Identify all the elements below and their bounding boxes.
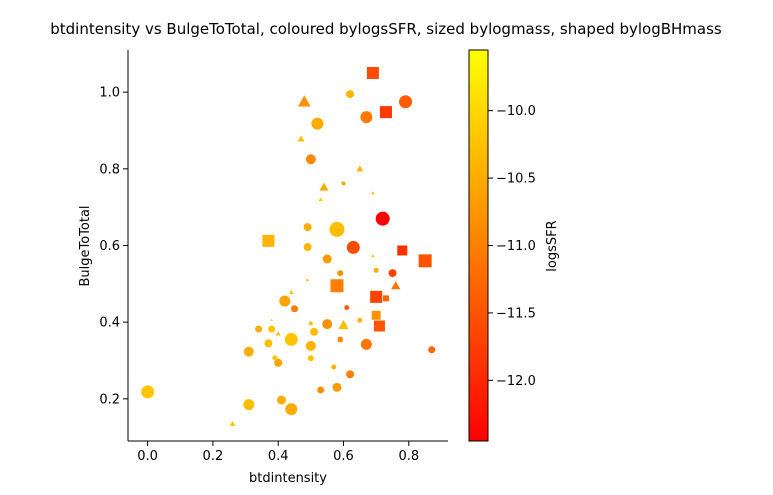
data-point-square	[373, 320, 385, 332]
data-point-triangle	[356, 165, 364, 172]
data-point-circle	[322, 254, 332, 264]
y-tick-label: 0.6	[99, 239, 120, 254]
data-point-circle	[303, 223, 312, 232]
colorbar-tick-label: −11.0	[496, 239, 536, 254]
data-point-triangle	[371, 254, 375, 258]
y-axis-label: BulgeToTotal	[78, 205, 93, 286]
data-point-circle	[317, 386, 325, 394]
data-point-square	[379, 106, 392, 119]
x-tick-label: 0.8	[398, 449, 419, 464]
x-tick-label: 0.2	[203, 449, 224, 464]
data-point-circle	[279, 295, 291, 307]
data-point-square	[337, 336, 343, 342]
colorbar-ticks: −10.0 −10.5 −11.0 −11.5 −12.0	[488, 104, 536, 389]
x-ticks: 0.0 0.2 0.4 0.6 0.8	[137, 441, 419, 464]
data-point-circle	[360, 338, 372, 350]
y-tick-label: 1.0	[99, 86, 120, 101]
data-point-circle	[346, 90, 355, 99]
data-point-circle	[307, 355, 314, 362]
colorbar: −10.0 −10.5 −11.0 −11.5 −12.0 logsSFR	[468, 49, 560, 442]
data-point-circle	[255, 325, 263, 333]
data-point-circle	[141, 385, 155, 399]
data-point-circle	[311, 117, 324, 130]
data-point-triangle	[319, 182, 329, 191]
data-point-circle	[399, 95, 413, 109]
data-point-circle	[305, 154, 316, 165]
y-tick-label: 0.8	[99, 162, 120, 177]
data-point-circle	[329, 221, 345, 237]
data-point-triangle	[229, 420, 236, 426]
data-point-triangle	[297, 135, 305, 142]
data-point-triangle	[391, 281, 401, 290]
colorbar-tick-label: −12.0	[496, 374, 536, 389]
data-point-circle	[344, 305, 350, 311]
data-point-circle	[310, 327, 319, 336]
data-point-triangle	[371, 191, 375, 195]
data-point-square	[366, 67, 379, 79]
data-point-circle	[428, 346, 436, 354]
data-point-triangle	[305, 278, 310, 282]
data-point-circle	[305, 340, 316, 351]
data-point-square	[418, 254, 432, 268]
x-tick-label: 0.0	[137, 449, 158, 464]
data-point-circle	[373, 267, 379, 273]
data-point-triangle	[275, 331, 281, 336]
y-tick-label: 0.2	[99, 392, 120, 407]
data-point-circle	[264, 339, 273, 348]
data-point-circle	[332, 382, 342, 392]
data-point-circle	[303, 243, 312, 252]
data-point-circle	[276, 395, 286, 405]
data-point-circle	[346, 370, 355, 379]
data-point-square	[397, 245, 408, 256]
data-point-triangle	[288, 289, 294, 294]
y-tick-label: 0.4	[99, 316, 120, 331]
data-point-circle	[243, 346, 254, 357]
data-point-circle	[272, 355, 278, 361]
data-point-circle	[268, 325, 276, 333]
data-point-triangle	[270, 318, 273, 321]
colorbar-tick-label: −10.0	[496, 104, 536, 119]
data-point-circle	[357, 317, 363, 323]
data-point-circle	[285, 403, 298, 416]
data-point-triangle	[318, 197, 323, 202]
y-ticks: 0.2 0.4 0.6 0.8 1.0	[99, 86, 128, 407]
x-axis-label: btdintensity	[249, 471, 327, 486]
data-point-circle	[291, 305, 299, 313]
data-point-circle	[337, 270, 344, 277]
points-layer	[141, 67, 436, 426]
data-point-circle	[243, 399, 255, 411]
chart-title: btdintensity vs BulgeToTotal, coloured b…	[50, 20, 722, 38]
data-point-square	[370, 290, 383, 303]
data-point-circle	[375, 211, 390, 226]
data-point-triangle	[338, 320, 349, 330]
data-point-square	[371, 310, 381, 320]
data-point-circle	[284, 332, 298, 346]
data-point-circle	[322, 319, 333, 330]
data-point-circle	[331, 364, 337, 370]
colorbar-label: logsSFR	[545, 220, 560, 271]
data-point-circle	[308, 321, 313, 326]
data-point-square	[382, 295, 389, 302]
colorbar-gradient	[468, 49, 489, 442]
x-tick-label: 0.4	[268, 449, 289, 464]
colorbar-tick-label: −11.5	[496, 306, 536, 321]
plot-area: 0.0 0.2 0.4 0.6 0.8 0.2 0.4 0.6 0.8 1.0	[99, 50, 448, 464]
data-point-square	[262, 234, 275, 247]
x-tick-label: 0.6	[333, 449, 354, 464]
data-point-circle	[346, 240, 360, 254]
data-point-square	[330, 279, 344, 293]
data-point-circle	[388, 269, 397, 278]
data-point-circle	[341, 181, 346, 186]
colorbar-tick-label: −10.5	[496, 172, 536, 187]
data-point-circle	[360, 111, 373, 124]
data-point-circle	[274, 358, 283, 367]
data-point-triangle	[298, 95, 311, 107]
